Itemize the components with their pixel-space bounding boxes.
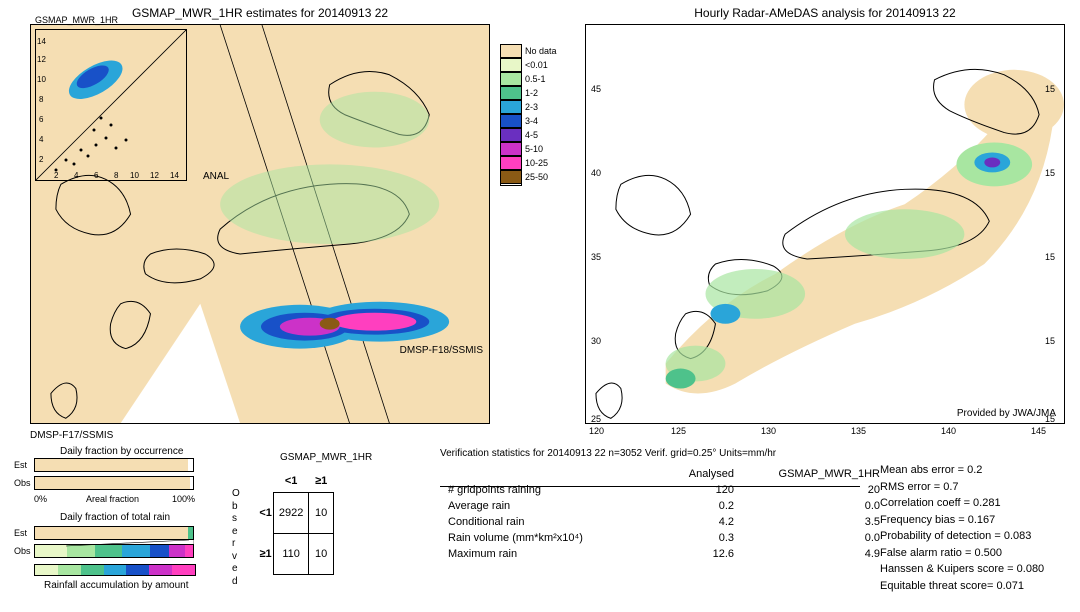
sensor-bottom-label: DMSP-F17/SSMIS (30, 430, 113, 441)
lon-tick: 145 (1031, 426, 1046, 436)
lon-tick: 130 (761, 426, 776, 436)
page-root: GSMAP_MWR_1HR estimates for 20140913 22 (0, 0, 1080, 612)
right-map-canvas (586, 25, 1064, 423)
legend-label: 0.5-1 (525, 74, 546, 84)
left-map-panel: 24 68 1012 14 24 68 1012 14 GSMAP_MWR_1H… (30, 24, 490, 424)
verif-row: Conditional rain4.23.5 (440, 514, 888, 530)
xaxis-100: 100% (172, 494, 195, 504)
inset-plot: 2 4 6 8 10 12 14 2 4 6 8 10 12 14 (36, 30, 186, 180)
verif-row: # gridpoints raining12020 (440, 482, 888, 498)
metric-line: Probability of detection = 0.083 (880, 528, 1044, 545)
anal-label: ANAL (203, 171, 229, 182)
observed-side-label: Observed (232, 488, 240, 588)
cone-lines (34, 526, 194, 560)
verif-rows-table: AnalysedGSMAP_MWR_1HR# gridpoints rainin… (440, 466, 888, 562)
lat-tick-right: 15 (1045, 336, 1055, 346)
svg-text:8: 8 (114, 171, 119, 180)
lat-tick-right: 15 (1045, 414, 1055, 424)
svg-text:4: 4 (39, 135, 44, 144)
verif-row: Maximum rain12.64.9 (440, 546, 888, 562)
xaxis-0: 0% (34, 494, 47, 504)
metric-line: Equitable threat score= 0.071 (880, 578, 1044, 595)
verif-row: Average rain0.20.0 (440, 498, 888, 514)
est-occ-bar (34, 458, 194, 472)
accum-title: Rainfall accumulation by amount (44, 580, 189, 591)
metric-line: Frequency bias = 0.167 (880, 512, 1044, 529)
lon-tick: 135 (851, 426, 866, 436)
lon-tick: 125 (671, 426, 686, 436)
legend-label: No data (525, 46, 557, 56)
right-map-title: Hourly Radar-AMeDAS analysis for 2014091… (585, 6, 1065, 20)
est-label-1: Est (14, 460, 27, 470)
svg-text:6: 6 (94, 171, 99, 180)
verif-header: Verification statistics for 20140913 22 … (440, 448, 776, 459)
legend-label: 10-25 (525, 158, 548, 168)
verif-row: Rain volume (mm*km²x10⁴)0.30.0 (440, 530, 888, 546)
occ-title: Daily fraction by occurrence (60, 446, 183, 457)
rain-legend: No data <0.01 0.5-1 1-2 2-3 3-4 4-5 5-10 10-25 25… (500, 44, 557, 184)
verif-metrics: Mean abs error = 0.2RMS error = 0.7Corre… (880, 462, 1044, 594)
legend-label: 4-5 (525, 130, 538, 140)
confusion-block: GSMAP_MWR_1HR <1≥1<1292210≥111010 Observ… (242, 452, 334, 463)
obs-label-2: Obs (14, 546, 31, 556)
svg-text:10: 10 (130, 171, 139, 180)
legend-label: 3-4 (525, 116, 538, 126)
lat-tick: 35 (591, 252, 601, 262)
lon-tick: 120 (589, 426, 604, 436)
legend-label: <0.01 (525, 60, 548, 70)
legend-label: 1-2 (525, 88, 538, 98)
svg-text:12: 12 (37, 55, 46, 64)
sensor-right-label: DMSP-F18/SSMIS (400, 345, 483, 356)
obs-label-1: Obs (14, 478, 31, 488)
svg-text:12: 12 (150, 171, 159, 180)
lat-tick-right: 15 (1045, 84, 1055, 94)
metric-line: Hanssen & Kuipers score = 0.080 (880, 561, 1044, 578)
svg-text:2: 2 (54, 171, 59, 180)
svg-text:4: 4 (74, 171, 79, 180)
left-map-inset: 2 4 6 8 10 12 14 2 4 6 8 10 12 14 (35, 29, 187, 181)
lat-tick: 30 (591, 336, 601, 346)
provided-label: Provided by JWA/JMA (957, 408, 1056, 419)
lat-tick-right: 15 (1045, 252, 1055, 262)
lat-tick-right: 15 (1045, 168, 1055, 178)
svg-text:6: 6 (39, 115, 44, 124)
svg-text:14: 14 (37, 37, 46, 46)
right-map-panel: Provided by JWA/JMA (585, 24, 1065, 424)
lat-tick: 45 (591, 84, 601, 94)
svg-text:14: 14 (170, 171, 179, 180)
svg-text:10: 10 (37, 75, 46, 84)
lat-tick: 40 (591, 168, 601, 178)
metric-line: Mean abs error = 0.2 (880, 462, 1044, 479)
confusion-title: GSMAP_MWR_1HR (280, 452, 372, 463)
legend-label: 25-50 (525, 172, 548, 182)
svg-text:8: 8 (39, 95, 44, 104)
lon-tick: 140 (941, 426, 956, 436)
total-title: Daily fraction of total rain (60, 512, 170, 523)
lat-tick: 25 (591, 414, 601, 424)
metric-line: Correlation coeff = 0.281 (880, 495, 1044, 512)
accum-bar (34, 564, 196, 576)
svg-text:2: 2 (39, 155, 44, 164)
metric-line: False alarm ratio = 0.500 (880, 545, 1044, 562)
obs-occ-bar (34, 476, 194, 490)
legend-label: 5-10 (525, 144, 543, 154)
legend-label: 2-3 (525, 102, 538, 112)
metric-line: RMS error = 0.7 (880, 479, 1044, 496)
inset-title: GSMAP_MWR_1HR (35, 15, 118, 25)
confusion-table: <1≥1<1292210≥111010 (258, 470, 334, 575)
xaxis-mid: Areal fraction (86, 494, 139, 504)
est-label-2: Est (14, 528, 27, 538)
